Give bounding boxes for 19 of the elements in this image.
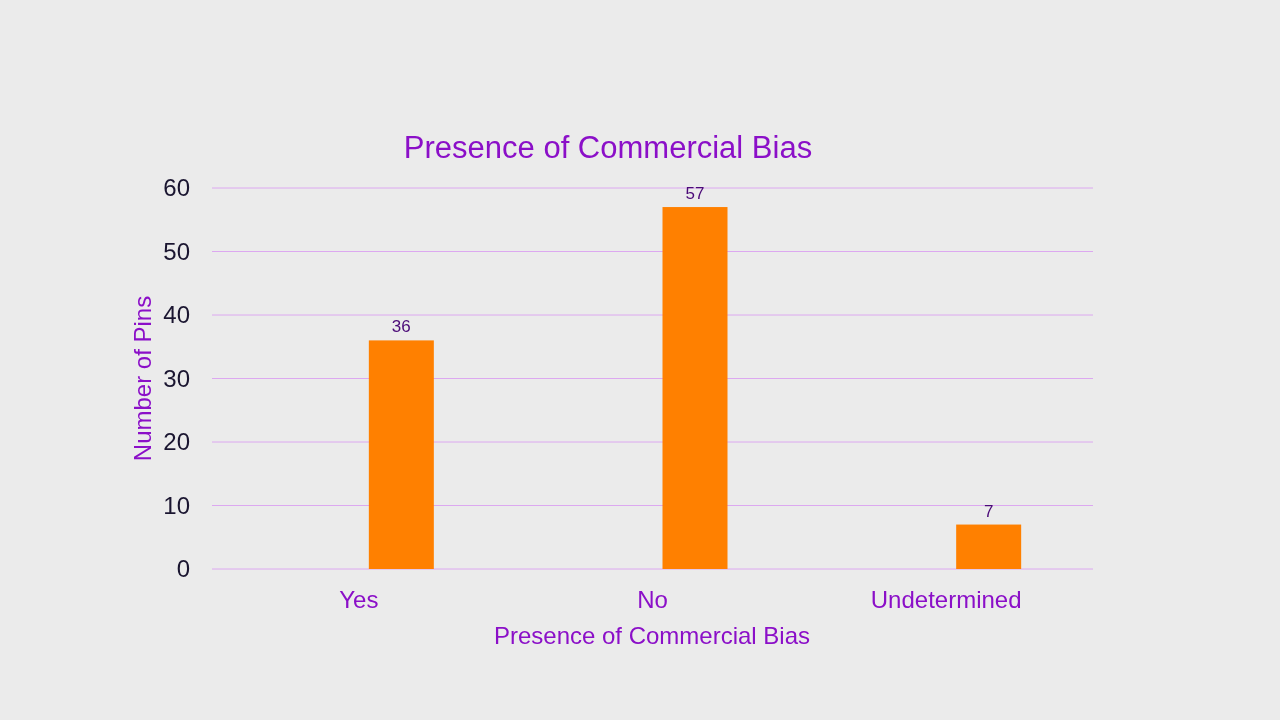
y-tick-label: 10 xyxy=(163,491,190,519)
x-tick-label: No xyxy=(637,586,668,613)
y-tick-label: 30 xyxy=(163,364,190,392)
bar xyxy=(956,524,1022,569)
data-label: 57 xyxy=(685,184,705,204)
x-axis-title: Presence of Commercial Bias xyxy=(493,622,811,649)
x-tick-label: Yes xyxy=(339,586,379,613)
x-tick-label: Undetermined xyxy=(870,586,1022,613)
y-tick-label: 0 xyxy=(176,555,190,583)
y-tick-label: 60 xyxy=(163,174,190,202)
data-label: 36 xyxy=(391,317,411,337)
y-axis-title: Number of Pins xyxy=(129,295,156,462)
bar xyxy=(368,340,434,569)
y-tick-label: 20 xyxy=(163,428,190,456)
bar xyxy=(662,207,728,569)
chart-title: Presence of Commercial Bias xyxy=(403,130,813,165)
data-label: 7 xyxy=(983,501,994,521)
y-tick-label: 40 xyxy=(163,301,190,329)
y-tick-label: 50 xyxy=(163,237,190,265)
